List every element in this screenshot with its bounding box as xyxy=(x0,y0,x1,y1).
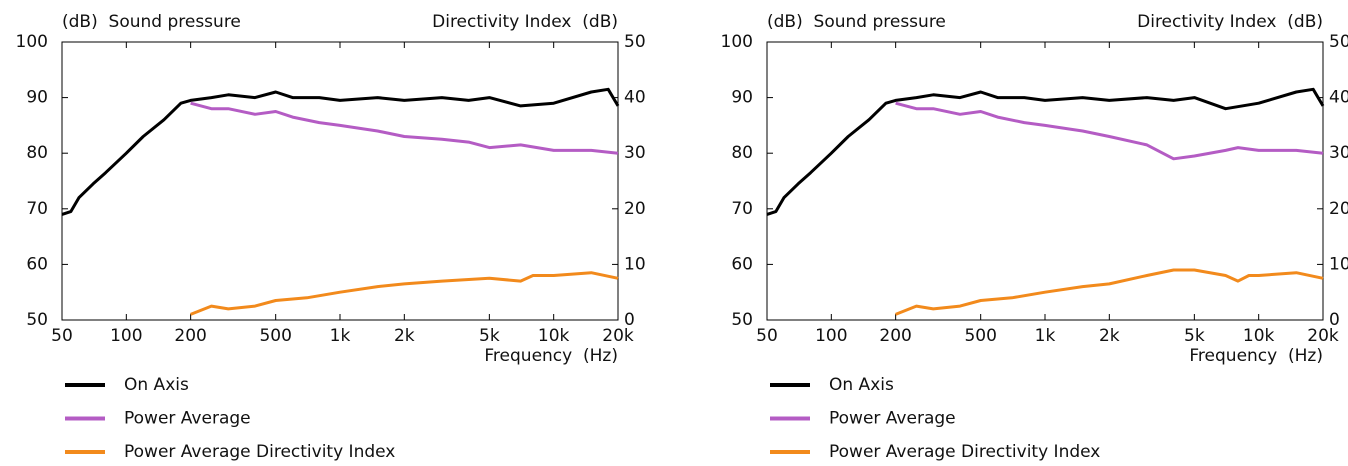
y2-tick-label: 40 xyxy=(624,88,646,108)
series-line xyxy=(766,87,1325,216)
x-tick-label: 20k xyxy=(602,326,634,346)
y2-tick-label: 30 xyxy=(624,143,646,163)
y-axis-label: (dB) Sound pressure xyxy=(62,12,241,32)
y2-tick-label: 10 xyxy=(624,254,646,274)
y2-axis-label: Directivity Index (dB) xyxy=(1137,12,1323,32)
y2-tick-label: 50 xyxy=(1329,32,1348,52)
legend-label: On Axis xyxy=(124,375,189,395)
y2-axis-label: Directivity Index (dB) xyxy=(432,12,618,32)
x-tick-label: 500 xyxy=(964,326,996,346)
x-tick-label: 1k xyxy=(330,326,351,346)
y-tick-label: 90 xyxy=(731,88,753,108)
x-tick-label: 1k xyxy=(1035,326,1056,346)
y-tick-label: 80 xyxy=(26,143,48,163)
legend-label: Power Average Directivity Index xyxy=(124,442,395,462)
y-tick-label: 60 xyxy=(731,254,753,274)
series-line xyxy=(190,271,619,316)
y2-tick-label: 20 xyxy=(1329,199,1348,219)
x-axis-label: Frequency (Hz) xyxy=(1189,346,1323,366)
y2-tick-label: 30 xyxy=(1329,143,1348,163)
y-axis-label: (dB) Sound pressure xyxy=(767,12,946,32)
legend-label: On Axis xyxy=(829,375,894,395)
x-tick-label: 100 xyxy=(110,326,142,346)
series-line xyxy=(895,268,1324,316)
y-tick-label: 50 xyxy=(731,310,753,330)
y2-tick-label: 10 xyxy=(1329,254,1348,274)
y-tick-label: 100 xyxy=(16,32,48,52)
x-tick-label: 2k xyxy=(1099,326,1120,346)
series-line xyxy=(190,101,619,155)
x-tick-label: 200 xyxy=(879,326,911,346)
legend-label: Power Average xyxy=(124,409,251,429)
x-tick-label: 20k xyxy=(1307,326,1339,346)
y2-tick-label: 50 xyxy=(624,32,646,52)
x-tick-label: 5k xyxy=(1184,326,1205,346)
series-line xyxy=(895,101,1324,161)
y-tick-label: 60 xyxy=(26,254,48,274)
y-tick-label: 50 xyxy=(26,310,48,330)
plot-frame xyxy=(61,41,619,321)
y-tick-label: 80 xyxy=(731,143,753,163)
y2-tick-label: 0 xyxy=(624,310,635,330)
x-tick-label: 10k xyxy=(1243,326,1275,346)
y-tick-label: 100 xyxy=(721,32,753,52)
x-tick-label: 200 xyxy=(174,326,206,346)
x-tick-label: 2k xyxy=(394,326,415,346)
x-axis-label: Frequency (Hz) xyxy=(484,346,618,366)
x-tick-label: 100 xyxy=(815,326,847,346)
plot-frame xyxy=(766,41,1324,321)
x-tick-label: 5k xyxy=(479,326,500,346)
y2-tick-label: 0 xyxy=(1329,310,1340,330)
y-tick-label: 90 xyxy=(26,88,48,108)
legend-label: Power Average Directivity Index xyxy=(829,442,1100,462)
x-tick-label: 500 xyxy=(259,326,291,346)
legend-label: Power Average xyxy=(829,409,956,429)
y2-tick-label: 20 xyxy=(624,199,646,219)
y-tick-label: 70 xyxy=(731,199,753,219)
y2-tick-label: 40 xyxy=(1329,88,1348,108)
x-tick-label: 50 xyxy=(756,326,778,346)
series-line xyxy=(61,87,620,216)
x-tick-label: 10k xyxy=(538,326,570,346)
y-tick-label: 70 xyxy=(26,199,48,219)
x-tick-label: 50 xyxy=(51,326,73,346)
